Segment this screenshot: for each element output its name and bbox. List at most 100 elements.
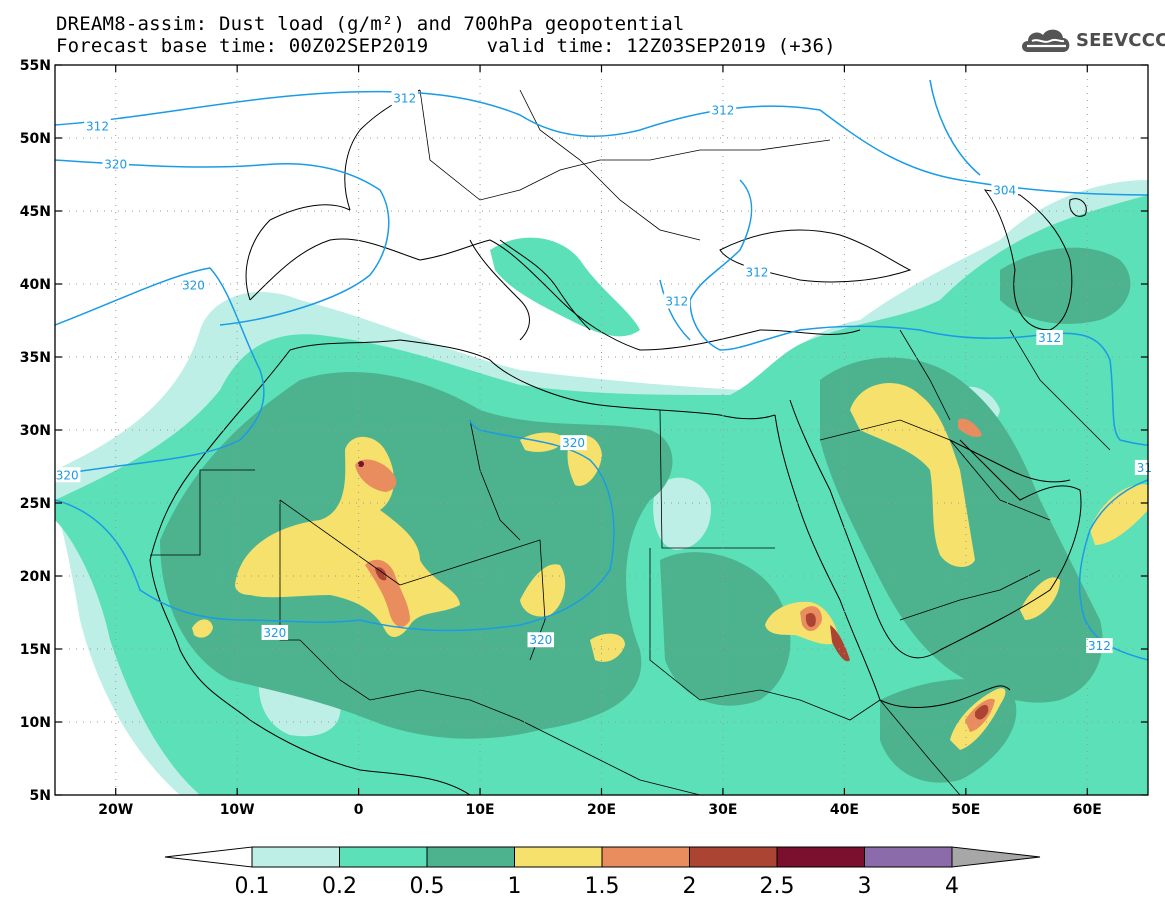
longitude-axis: 20W 10W 0 10E 20E 30E 40E 50E 60E (98, 65, 1102, 818)
coast-africa-west (149, 559, 471, 795)
coast-aral (1069, 198, 1087, 217)
lon-tick-label: 20E (587, 802, 616, 818)
border-west-africa (299, 639, 521, 721)
colorbar-label: 0.5 (410, 874, 445, 899)
border-ethiopia (759, 689, 881, 721)
contour-label-bg (391, 90, 419, 106)
dust-layer (55, 65, 1148, 795)
lon-tick-label: 50E (951, 802, 980, 818)
colorbar-swatch (601, 846, 690, 868)
contour-label: 312 (745, 265, 768, 279)
border-iran-iraq (899, 329, 951, 421)
contour-label: 312 (86, 119, 109, 133)
contour-label: 320 (56, 468, 79, 482)
contour-label-bg (1036, 330, 1063, 346)
coast-persian-gulf (949, 439, 1071, 483)
border-horn (879, 699, 961, 795)
dust-band-2.0-ethiopia (805, 613, 816, 627)
colorbar-label: 0.2 (322, 874, 357, 899)
border-egypt (659, 409, 775, 549)
colorbar-label: 2 (683, 874, 697, 899)
contour-label: 320 (529, 633, 552, 647)
geopotential-contours (55, 79, 1148, 661)
lat-tick-label: 10N (20, 715, 51, 731)
border-congo (519, 719, 701, 795)
contour-312-north-east (929, 79, 981, 176)
colorbar-label: 0.1 (235, 874, 270, 899)
border-sudan (649, 548, 761, 701)
colorbar-swatch (426, 846, 515, 868)
contour-label: 320 (263, 626, 286, 640)
contour-label-bg (709, 102, 737, 118)
contour-312-balkan (739, 179, 753, 251)
coast-arabia (789, 399, 1082, 659)
colorbar: 0.1 0.2 0.5 1 1.5 2 2.5 3 4 (164, 846, 1041, 899)
lat-tick-label: 45N (20, 204, 51, 220)
contour-312-aegean (689, 249, 1148, 446)
dust-band-2.0-somalia (975, 704, 989, 720)
contour-label: 312 (1038, 331, 1061, 345)
border-saudi (819, 419, 1051, 521)
contour-label-bg (180, 277, 207, 293)
colorbar-swatch (251, 846, 340, 868)
lon-tick-label: 60E (1073, 802, 1102, 818)
colorbar-label: 4 (945, 874, 959, 899)
colorbar-label: 1.5 (585, 874, 620, 899)
border-iran (1009, 329, 1111, 451)
coastlines (149, 89, 1087, 795)
contour-312-greece (659, 279, 691, 341)
lat-tick-label: 55N (20, 58, 51, 74)
contour-label: 312 (393, 92, 416, 106)
lat-tick-label: 40N (20, 277, 51, 293)
colorbar-swatch (339, 846, 428, 868)
dust-band-2.5-mali (358, 461, 364, 467)
contour-label-bg (663, 293, 691, 309)
lat-tick-label: 5N (30, 788, 51, 804)
dust-band-2.0-niger (375, 567, 387, 581)
border-mauritania (150, 469, 255, 556)
contour-label: 304 (993, 184, 1016, 198)
contour-label-bg (527, 632, 555, 648)
contour-320-west (55, 159, 390, 326)
coast-italy (469, 239, 530, 341)
border-europe (419, 89, 831, 201)
border-algeria-libya (469, 419, 521, 541)
dust-band-1.0-iran (1090, 484, 1148, 545)
dust-band-1.5-iraq (958, 418, 982, 438)
contour-312-north (55, 90, 1148, 196)
contour-label-bg (1134, 459, 1154, 475)
colorbar-swatch (514, 846, 603, 868)
dust-band-1.0-west-africa (235, 436, 460, 637)
colorbar-label: 3 (858, 874, 872, 899)
contour-label: 312 (711, 103, 734, 117)
colorbar-label: 2.5 (760, 874, 795, 899)
contour-label-bg (560, 435, 587, 451)
colorbar-high-arrow (951, 846, 1041, 868)
gridlines (55, 65, 1148, 795)
contour-320-low (55, 267, 265, 476)
lon-tick-label: 40E (830, 802, 859, 818)
dust-band-0.5-caspian (1000, 247, 1131, 324)
contour-label: 320 (104, 157, 127, 171)
dust-band-1.0-sudan (590, 633, 625, 662)
contour-label: 312 (665, 295, 688, 309)
contour-label-bg (261, 624, 289, 640)
colorbar-label: 1 (508, 874, 522, 899)
lon-tick-label: 20W (98, 802, 133, 818)
coast-red-sea-west (774, 414, 1011, 708)
contour-320-sahara (55, 419, 615, 632)
contour-label-bg (991, 182, 1018, 198)
cloud-icon (1022, 29, 1070, 52)
border-mali (279, 499, 401, 641)
contour-label-bg (84, 118, 111, 134)
coast-caspian (983, 189, 1073, 331)
lat-tick-label: 50N (20, 131, 51, 147)
coast-iberia (245, 204, 351, 301)
dust-band-1.5-niger (365, 559, 410, 627)
lat-tick-label: 30N (20, 423, 51, 439)
lon-tick-label: 10W (220, 802, 255, 818)
contour-label: 312 (1088, 639, 1111, 653)
colorbar-swatch (689, 846, 778, 868)
contour-label-bg (1086, 638, 1113, 654)
